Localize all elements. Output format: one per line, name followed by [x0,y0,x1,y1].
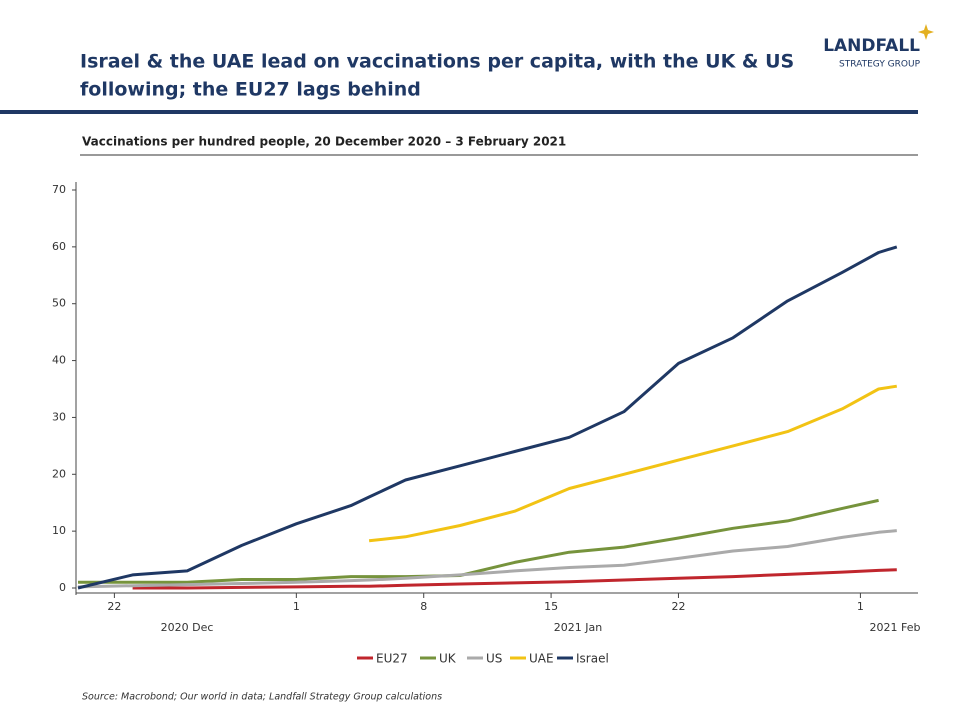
legend-label: US [486,652,502,666]
logo-star [918,24,934,40]
y-tick-label: 10 [52,524,66,537]
y-tick-label: 30 [52,410,66,423]
subtitle: Vaccinations per hundred people, 20 Dece… [82,135,566,149]
x-tick-label: 1 [293,600,300,613]
y-tick-label: 0 [59,581,66,594]
source: Source: Macrobond; Our world in data; La… [82,692,442,703]
y-tick-label: 20 [52,467,66,480]
legend-label: UK [439,652,457,666]
title-line: following; the EU27 lags behind [80,79,421,101]
x-tick-label: 15 [544,600,558,613]
title-line: Israel & the UAE lead on vaccinations pe… [80,51,794,73]
legend-label: Israel [576,652,609,666]
y-tick-label: 40 [52,354,66,367]
series-line [132,568,897,590]
x-tick-label: 22 [107,600,121,613]
x-group-label: 2021 Feb [870,621,921,634]
series-line [77,529,897,589]
y-tick-label: 60 [52,240,66,253]
x-tick-label: 1 [857,600,864,613]
x-tick-label: 8 [420,600,427,613]
x-group-label: 2020 Dec [161,621,214,634]
legend-label: UAE [529,652,554,666]
x-tick-label: 22 [671,600,685,613]
series-line [77,245,898,590]
x-group-label: 2021 Jan [554,621,602,634]
y-tick-label: 70 [52,183,66,196]
title-rule [0,110,918,114]
legend-label: EU27 [376,652,408,666]
logo-sub: STRATEGY GROUP [839,60,921,70]
series-line [78,498,879,584]
logo: LANDFALL [823,36,920,56]
series-line [368,384,898,543]
y-tick-label: 50 [52,297,66,310]
